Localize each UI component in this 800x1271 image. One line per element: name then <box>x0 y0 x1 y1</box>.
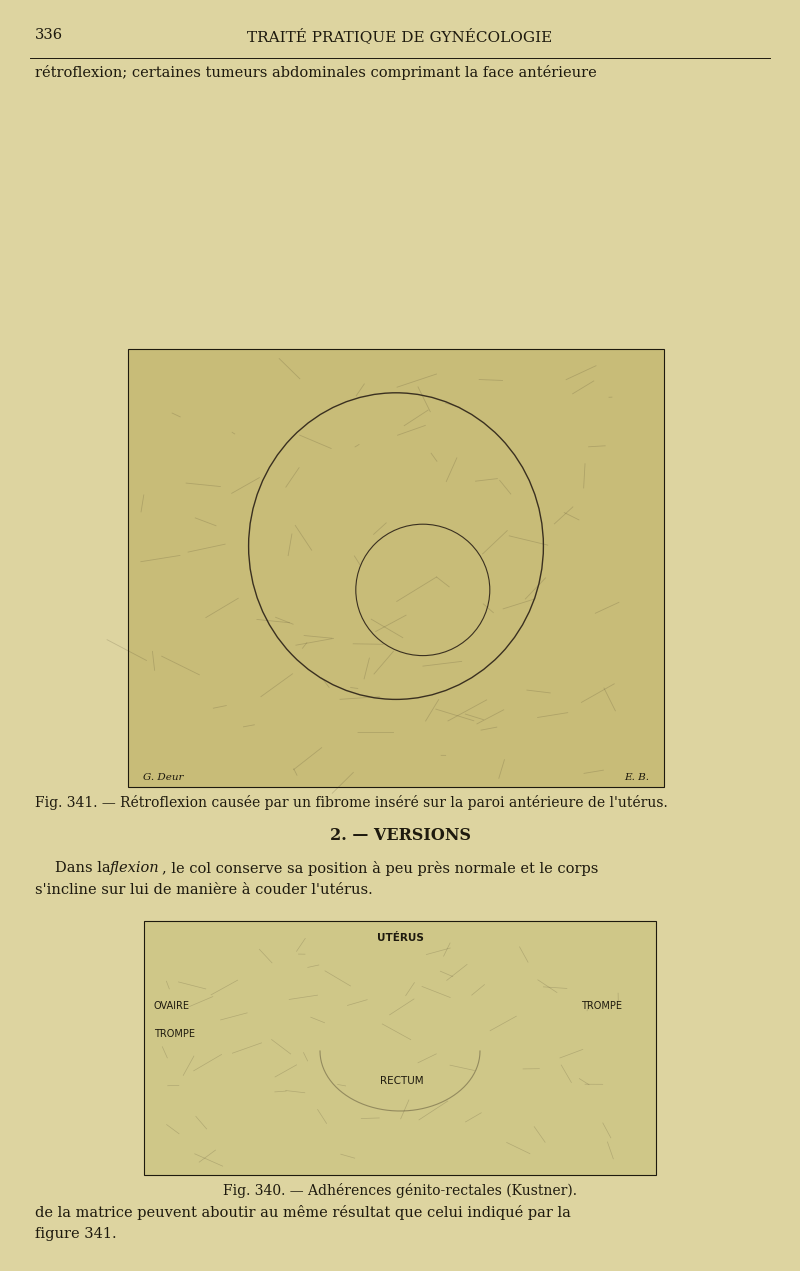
Text: Fig. 341. — Rétroflexion causée par un fibrome inséré sur la paroi antérieure de: Fig. 341. — Rétroflexion causée par un f… <box>35 794 668 810</box>
Text: , le col conserve sa position à peu près normale et le corps: , le col conserve sa position à peu près… <box>162 860 598 876</box>
Text: Fig. 340. — Adhérences génito-rectales (Kustner).: Fig. 340. — Adhérences génito-rectales (… <box>223 1183 577 1199</box>
Text: figure 341.: figure 341. <box>35 1227 117 1240</box>
Text: s'incline sur lui de manière à couder l'utérus.: s'incline sur lui de manière à couder l'… <box>35 883 373 897</box>
Text: 2. — VERSIONS: 2. — VERSIONS <box>330 827 470 844</box>
Text: UTÉRUS: UTÉRUS <box>377 933 423 943</box>
Bar <box>144 921 656 1174</box>
Text: rétroflexion; certaines tumeurs abdominales comprimant la face antérieure: rétroflexion; certaines tumeurs abdomina… <box>35 65 597 80</box>
Text: flexion: flexion <box>110 860 160 874</box>
Text: Dans la: Dans la <box>55 860 115 874</box>
Text: OVAIRE: OVAIRE <box>154 1002 190 1010</box>
Text: de la matrice peuvent aboutir au même résultat que celui indiqué par la: de la matrice peuvent aboutir au même ré… <box>35 1205 571 1220</box>
Text: E. B.: E. B. <box>624 773 649 782</box>
Text: 336: 336 <box>35 28 63 42</box>
Text: TROMPE: TROMPE <box>581 1002 622 1010</box>
Text: TROMPE: TROMPE <box>154 1030 195 1038</box>
Text: TRAITÉ PRATIQUE DE GYNÉCOLOGIE: TRAITÉ PRATIQUE DE GYNÉCOLOGIE <box>247 28 553 44</box>
Bar <box>128 350 664 787</box>
Text: RECTUM: RECTUM <box>380 1077 424 1085</box>
Text: G. Deur: G. Deur <box>143 773 183 782</box>
